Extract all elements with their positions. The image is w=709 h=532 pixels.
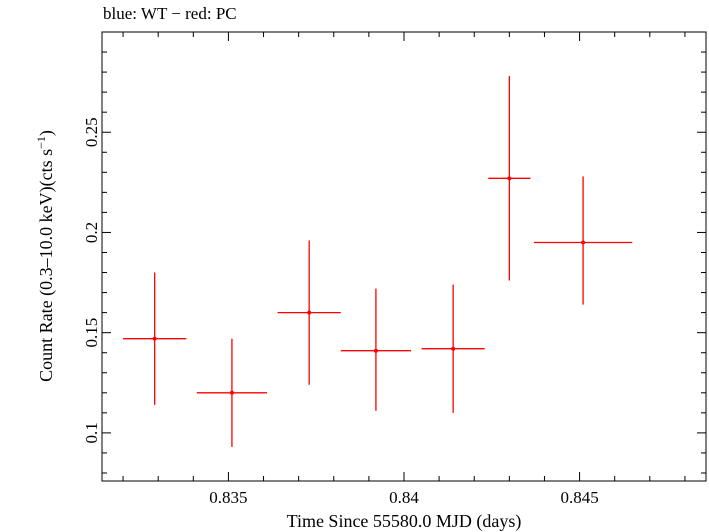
data-point: [196, 338, 268, 447]
y-axis-label-sup: −1: [34, 136, 48, 149]
point-marker: [229, 390, 234, 395]
x-tick-label: 0.835: [209, 488, 247, 507]
x-tick-label: 0.845: [560, 488, 598, 507]
y-tick-label: 0.1: [82, 422, 101, 443]
plot-frame: [101, 31, 707, 482]
x-tick-label: 0.84: [389, 488, 419, 507]
axis-tick-labels: 0.835 0.84 0.845 0.1 0.15 0.2 0.25: [82, 117, 599, 507]
point-marker: [152, 336, 157, 341]
y-axis-label: Count Rate (0.3–10.0 keV)(cts s−1): [34, 130, 57, 382]
legend-text: blue: WT − red: PC: [103, 4, 237, 23]
data-point: [533, 176, 633, 305]
data-point: [123, 272, 187, 405]
data-point: [421, 284, 485, 413]
point-marker: [373, 348, 378, 353]
y-tick-label: 0.15: [82, 318, 101, 348]
data-point: [340, 288, 412, 411]
point-marker: [581, 240, 586, 245]
y-axis-label-main: Count Rate (0.3–10.0 keV)(cts s: [36, 149, 57, 382]
point-marker: [307, 310, 312, 315]
y-tick-label: 0.2: [82, 222, 101, 243]
x-axis-label: Time Since 55580.0 MJD (days): [287, 511, 522, 532]
data-point: [488, 76, 531, 281]
axis-ticks: [102, 31, 706, 481]
point-marker: [451, 346, 456, 351]
y-axis-label-close: ): [36, 130, 57, 136]
point-marker: [507, 176, 512, 181]
data-point: [277, 240, 341, 385]
data-points: [123, 76, 633, 447]
y-tick-label: 0.25: [82, 117, 101, 147]
